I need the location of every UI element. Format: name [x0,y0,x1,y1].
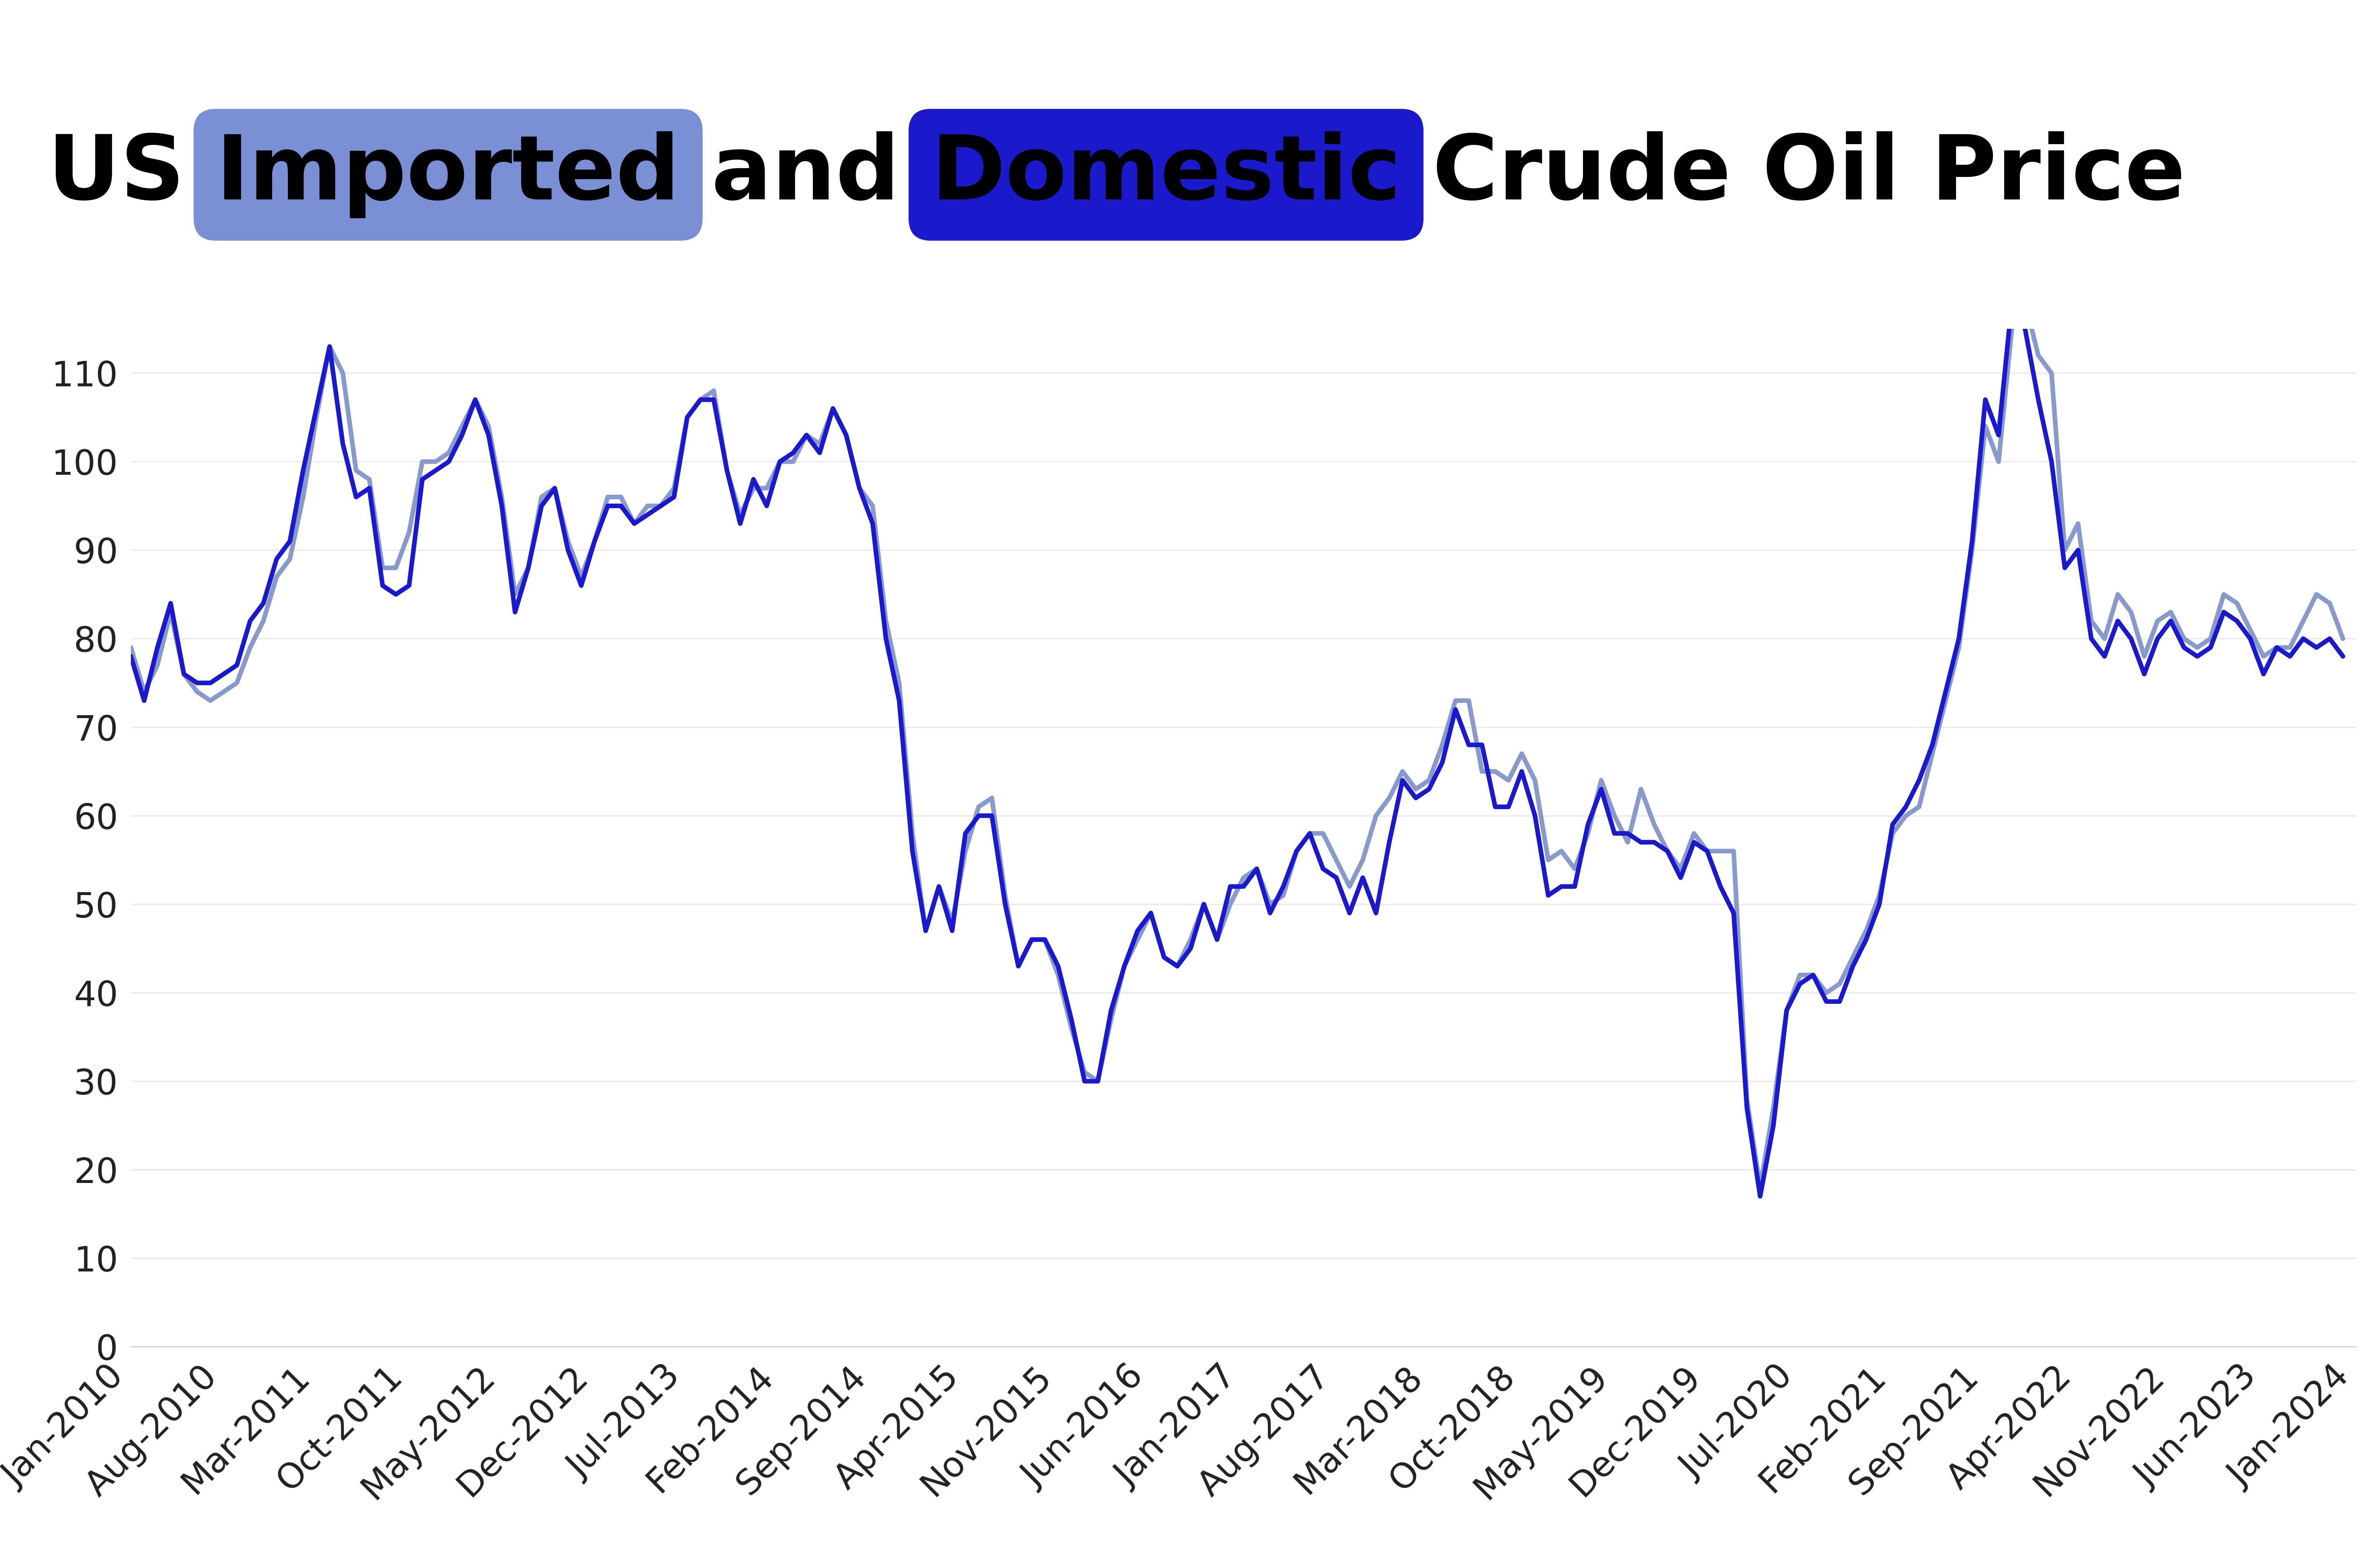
Text: and: and [681,132,931,218]
Text: Crude Oil Price: Crude Oil Price [1402,132,2185,218]
Text: US: US [48,132,217,218]
Text: Imported: Imported [217,132,681,218]
Text: Domestic: Domestic [931,132,1402,218]
